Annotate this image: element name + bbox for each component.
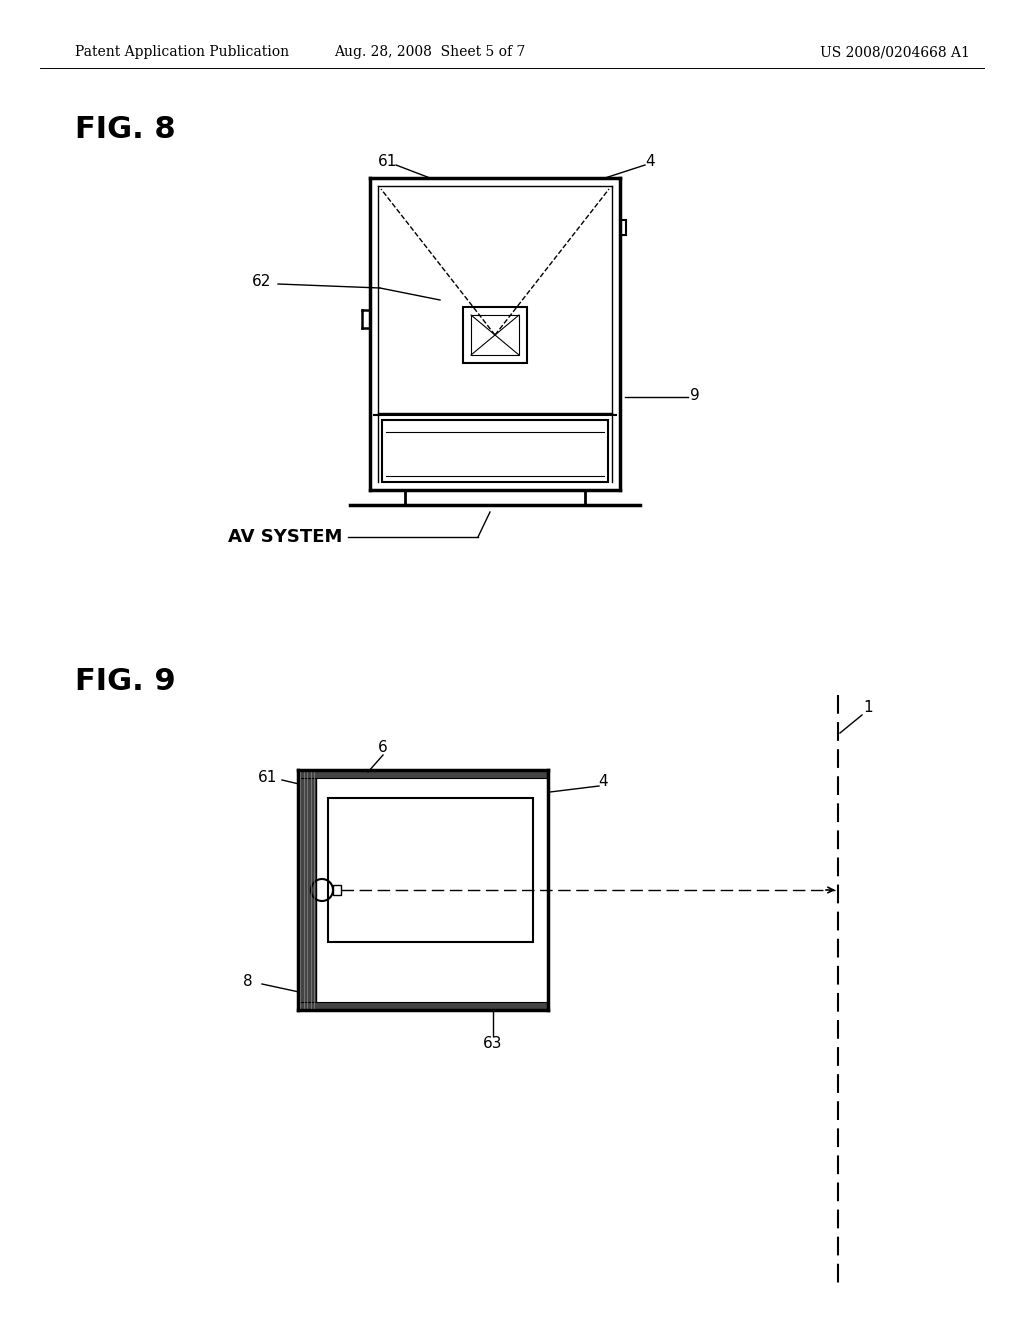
Text: 62: 62: [252, 275, 271, 289]
Text: 8: 8: [243, 974, 253, 990]
Bar: [328, 799, 534, 942]
Bar: [471, 315, 519, 355]
Bar: [298, 770, 316, 1010]
Bar: [333, 884, 341, 895]
Bar: [382, 420, 608, 482]
Text: 4: 4: [645, 154, 654, 169]
Bar: [463, 308, 527, 363]
Text: 4: 4: [598, 775, 608, 789]
Bar: [298, 1002, 548, 1010]
Bar: [298, 770, 548, 777]
Text: 1: 1: [863, 701, 872, 715]
Text: AV SYSTEM: AV SYSTEM: [228, 528, 342, 546]
Text: 63: 63: [483, 1035, 503, 1051]
Text: 6: 6: [378, 741, 388, 755]
Text: 61: 61: [378, 154, 397, 169]
Text: 61: 61: [258, 771, 278, 785]
Text: Patent Application Publication: Patent Application Publication: [75, 45, 289, 59]
Text: FIG. 9: FIG. 9: [75, 668, 176, 697]
Text: US 2008/0204668 A1: US 2008/0204668 A1: [820, 45, 970, 59]
Text: 9: 9: [690, 388, 699, 403]
Text: Aug. 28, 2008  Sheet 5 of 7: Aug. 28, 2008 Sheet 5 of 7: [334, 45, 525, 59]
Text: FIG. 8: FIG. 8: [75, 116, 176, 144]
